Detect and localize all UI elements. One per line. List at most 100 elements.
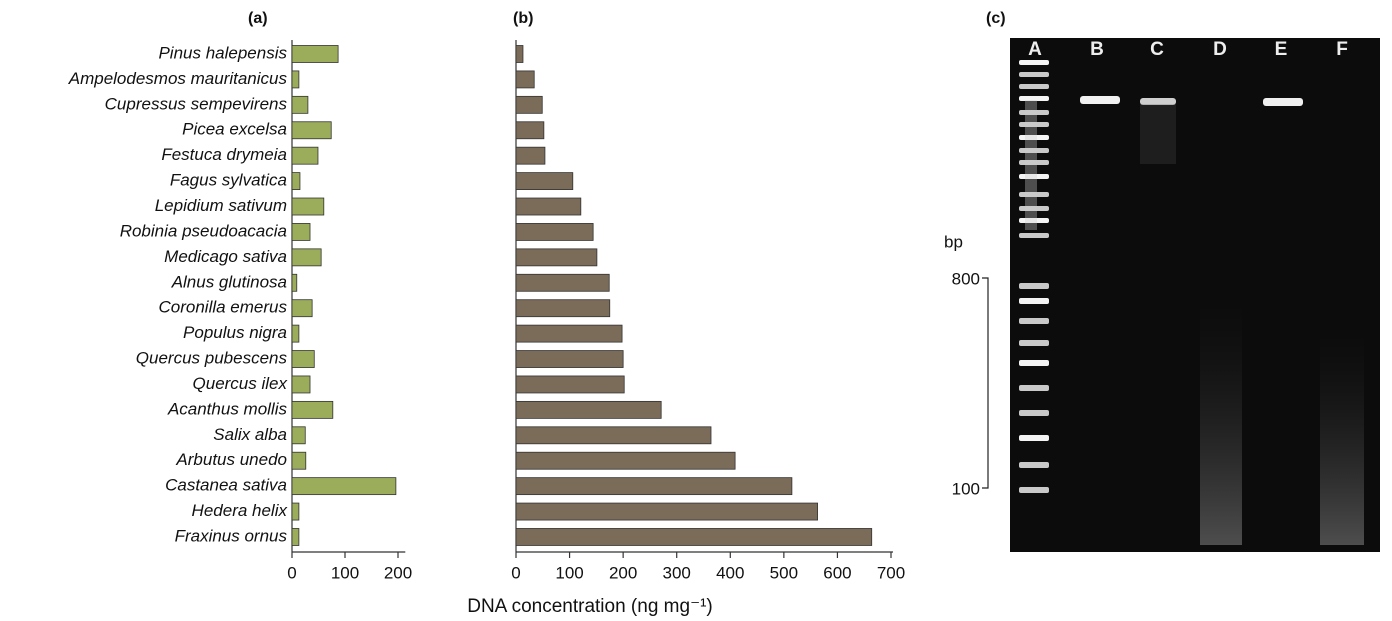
- bar: [292, 46, 338, 63]
- y-tick-label: Coronilla emerus: [159, 298, 288, 317]
- y-tick-label: Quercus pubescens: [136, 349, 288, 368]
- x-tick-label: 200: [384, 563, 412, 582]
- y-tick-label: Salix alba: [213, 425, 287, 444]
- y-tick-label: Ampelodesmos mauritanicus: [68, 69, 288, 88]
- bar: [292, 325, 299, 342]
- bar: [516, 274, 609, 291]
- x-tick-label: 500: [770, 563, 798, 582]
- x-tick-label: 100: [331, 563, 359, 582]
- bar: [516, 96, 542, 113]
- ladder-band: [1019, 72, 1049, 77]
- gel-smear: [1320, 330, 1364, 545]
- bar: [292, 249, 321, 266]
- bar: [516, 478, 792, 495]
- y-tick-label: Robinia pseudoacacia: [120, 221, 287, 240]
- marker-bracket: [982, 278, 988, 488]
- lane-label: D: [1213, 39, 1227, 60]
- bar: [292, 351, 314, 368]
- y-tick-label: Picea excelsa: [182, 120, 287, 139]
- x-tick-label: 100: [555, 563, 583, 582]
- bar: [292, 401, 333, 418]
- lane-label: E: [1275, 39, 1288, 60]
- bar: [516, 223, 593, 240]
- bar: [516, 427, 711, 444]
- panel-label: (a): [248, 10, 268, 27]
- bar: [516, 173, 573, 190]
- gel-band: [1263, 98, 1303, 106]
- figure: (c) bp 800 100 ABCDEF(a)0100200Pinus hal…: [0, 0, 1392, 621]
- lane-label: C: [1150, 39, 1164, 60]
- y-tick-label: Festuca drymeia: [161, 145, 287, 164]
- panel-label: (b): [513, 10, 533, 27]
- bar: [516, 325, 622, 342]
- x-tick-label: 200: [609, 563, 637, 582]
- y-tick-label: Hedera helix: [192, 501, 288, 520]
- ladder-smear: [1025, 100, 1037, 230]
- x-tick-label: 400: [716, 563, 744, 582]
- bar: [516, 300, 610, 317]
- y-tick-label: Alnus glutinosa: [171, 272, 287, 291]
- bar: [292, 147, 318, 164]
- x-axis-title: DNA concentration (ng mg⁻¹): [467, 596, 713, 617]
- unit-label: bp: [944, 232, 963, 251]
- bar: [292, 478, 396, 495]
- bar: [292, 198, 324, 215]
- y-tick-label: Quercus ilex: [193, 374, 288, 393]
- bar: [516, 376, 624, 393]
- bar: [292, 452, 306, 469]
- bar: [292, 223, 310, 240]
- lane-label: A: [1028, 39, 1042, 60]
- ladder-band: [1019, 360, 1049, 366]
- y-tick-label: Castanea sativa: [165, 476, 287, 495]
- gel-smear: [1140, 104, 1176, 164]
- ladder-band: [1019, 283, 1049, 289]
- bar: [516, 452, 735, 469]
- ladder-band: [1019, 60, 1049, 65]
- gel-band: [1140, 98, 1176, 105]
- bar: [292, 528, 299, 545]
- lane-label: F: [1336, 39, 1348, 60]
- y-tick-label: Populus nigra: [183, 323, 287, 342]
- gel-smear: [1200, 300, 1242, 545]
- bar: [292, 376, 310, 393]
- y-tick-label: Fraxinus ornus: [175, 526, 288, 545]
- panel-label: (c): [986, 10, 1006, 27]
- y-tick-label: Pinus halepensis: [158, 43, 287, 62]
- ladder-band: [1019, 340, 1049, 346]
- bar: [292, 122, 331, 139]
- marker-label: 100: [952, 479, 980, 498]
- x-tick-label: 0: [511, 563, 520, 582]
- x-tick-label: 300: [663, 563, 691, 582]
- bar: [292, 427, 305, 444]
- gel-band: [1080, 96, 1120, 104]
- bar: [292, 71, 299, 88]
- ladder-band: [1019, 462, 1049, 468]
- y-tick-label: Lepidium sativum: [155, 196, 287, 215]
- y-tick-label: Cupressus sempevirens: [105, 94, 288, 113]
- bar: [292, 300, 312, 317]
- bar: [292, 96, 308, 113]
- ladder-band: [1019, 385, 1049, 391]
- bar: [516, 71, 534, 88]
- ladder-band: [1019, 298, 1049, 304]
- bar: [292, 274, 297, 291]
- bar: [516, 249, 597, 266]
- y-tick-label: Fagus sylvatica: [170, 171, 287, 190]
- bar: [516, 147, 545, 164]
- bar: [516, 198, 581, 215]
- y-tick-label: Arbutus unedo: [175, 450, 287, 469]
- ladder-band: [1019, 84, 1049, 89]
- ladder-band: [1019, 410, 1049, 416]
- bar: [516, 401, 661, 418]
- ladder-band: [1019, 435, 1049, 441]
- bar: [516, 503, 818, 520]
- x-tick-label: 700: [877, 563, 905, 582]
- lane-label: B: [1090, 39, 1104, 60]
- x-tick-label: 600: [823, 563, 851, 582]
- x-tick-label: 0: [287, 563, 296, 582]
- y-tick-label: Medicago sativa: [164, 247, 287, 266]
- bar: [516, 46, 523, 63]
- ladder-band: [1019, 487, 1049, 493]
- bar: [516, 122, 544, 139]
- bar: [516, 528, 872, 545]
